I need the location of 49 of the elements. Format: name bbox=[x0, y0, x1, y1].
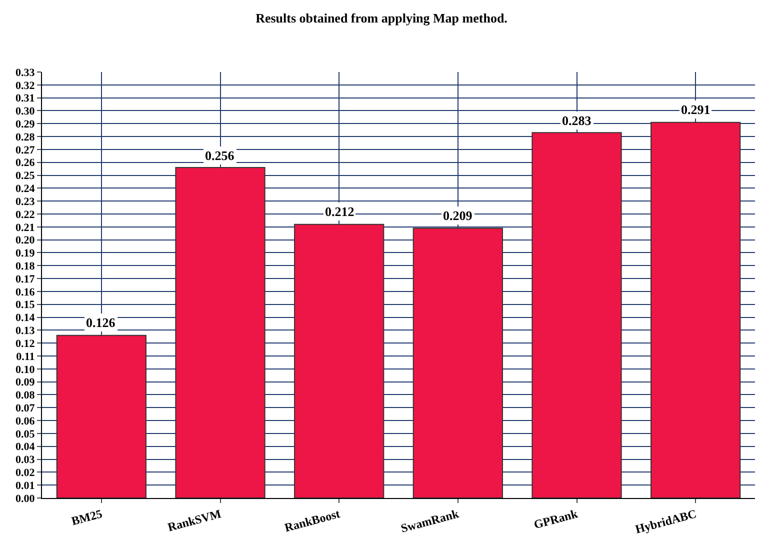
y-tick-label: 0.01 bbox=[16, 480, 35, 492]
y-tick-label: 0.25 bbox=[16, 170, 36, 182]
y-tick-label: 0.06 bbox=[16, 415, 36, 428]
y-tick-label: 0.24 bbox=[16, 183, 36, 196]
y-tick-label: 0.18 bbox=[16, 260, 36, 272]
y-tick-label: 0.09 bbox=[16, 376, 36, 389]
chart-title: Results obtained from applying Map method. bbox=[256, 10, 508, 26]
y-tick-label: 0.08 bbox=[16, 390, 36, 402]
y-tick-label: 0.20 bbox=[16, 234, 36, 247]
y-tick-label: 0.31 bbox=[16, 92, 35, 105]
bar bbox=[294, 224, 384, 498]
y-tick-label: 0.29 bbox=[16, 118, 36, 130]
y-tick-label: 0.11 bbox=[16, 350, 35, 363]
y-tick-label: 0.12 bbox=[16, 338, 36, 350]
y-tick-label: 0.05 bbox=[16, 428, 36, 440]
y-tick-label: 0.22 bbox=[16, 208, 36, 221]
y-tick-label: 0.16 bbox=[16, 286, 36, 298]
y-tick-label: 0.28 bbox=[16, 131, 36, 144]
y-tick-label: 0.02 bbox=[16, 467, 36, 480]
y-tick-label: 0.32 bbox=[16, 80, 36, 92]
y-tick-label: 0.21 bbox=[16, 222, 35, 234]
data-label: 0.256 bbox=[205, 148, 235, 163]
x-tick-label: BM25 bbox=[70, 506, 104, 528]
bar bbox=[532, 132, 622, 498]
y-tick-label: 0.00 bbox=[16, 492, 36, 505]
y-tick-label: 0.27 bbox=[16, 144, 36, 156]
y-tick-label: 0.14 bbox=[16, 312, 36, 324]
y-tick-label: 0.13 bbox=[16, 325, 36, 338]
y-tick-label: 0.17 bbox=[16, 273, 36, 286]
bar bbox=[412, 228, 503, 498]
y-tick-label: 0.30 bbox=[16, 106, 36, 118]
data-label: 0.283 bbox=[562, 113, 592, 128]
data-label: 0.209 bbox=[443, 208, 473, 223]
y-tick-label: 0.26 bbox=[16, 157, 36, 170]
y-tick-label: 0.04 bbox=[16, 441, 36, 454]
data-label: 0.126 bbox=[86, 315, 116, 330]
bar bbox=[650, 122, 741, 498]
data-label: 0.291 bbox=[681, 102, 710, 117]
y-tick-label: 0.33 bbox=[16, 66, 36, 79]
y-tick-label: 0.03 bbox=[16, 454, 36, 466]
data-label: 0.212 bbox=[325, 204, 354, 219]
bar bbox=[56, 334, 146, 498]
y-tick-label: 0.07 bbox=[16, 402, 36, 414]
y-tick-label: 0.23 bbox=[16, 196, 36, 208]
x-tick-label: GPRank bbox=[532, 506, 580, 532]
bar bbox=[175, 167, 266, 498]
y-tick-label: 0.19 bbox=[16, 248, 36, 260]
y-tick-label: 0.15 bbox=[16, 299, 36, 312]
y-tick-label: 0.10 bbox=[16, 364, 36, 376]
